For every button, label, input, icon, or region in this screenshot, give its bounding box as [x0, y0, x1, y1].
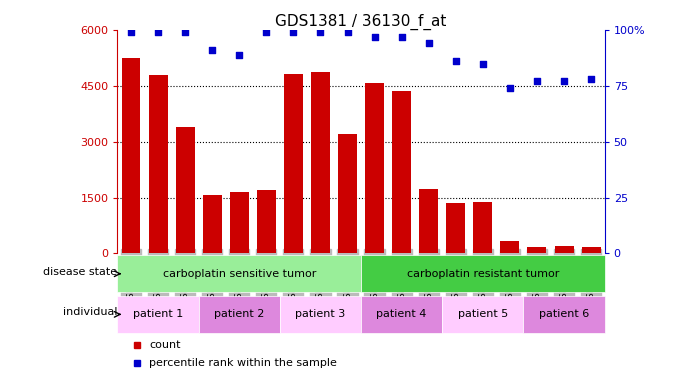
Text: patient 3: patient 3 — [295, 309, 346, 320]
Point — [504, 85, 515, 91]
Point — [234, 52, 245, 58]
Point — [153, 29, 164, 35]
Point — [477, 60, 489, 66]
Point — [423, 40, 434, 46]
Point — [126, 29, 137, 35]
Bar — [117, 255, 361, 292]
Text: percentile rank within the sample: percentile rank within the sample — [149, 358, 337, 368]
Bar — [202, 195, 222, 254]
Bar — [117, 296, 199, 333]
Text: patient 4: patient 4 — [377, 309, 427, 320]
Point — [261, 29, 272, 35]
Bar — [361, 296, 442, 333]
Bar — [257, 190, 276, 254]
Point — [180, 29, 191, 35]
Text: individual: individual — [63, 308, 117, 317]
Text: carboplatin resistant tumor: carboplatin resistant tumor — [406, 269, 559, 279]
Bar — [446, 203, 465, 254]
Point — [207, 47, 218, 53]
Bar — [500, 241, 520, 254]
Bar — [442, 296, 524, 333]
Bar — [230, 192, 249, 254]
Point — [558, 78, 569, 84]
Bar — [419, 189, 438, 254]
Text: disease state: disease state — [44, 267, 117, 277]
Point — [451, 58, 462, 64]
Text: patient 6: patient 6 — [539, 309, 589, 320]
Text: patient 5: patient 5 — [457, 309, 508, 320]
Bar — [176, 127, 195, 254]
Bar — [473, 202, 492, 254]
Text: patient 1: patient 1 — [133, 309, 183, 320]
Text: carboplatin sensitive tumor: carboplatin sensitive tumor — [162, 269, 316, 279]
Title: GDS1381 / 36130_f_at: GDS1381 / 36130_f_at — [275, 14, 447, 30]
Point — [396, 34, 407, 40]
Bar — [361, 255, 605, 292]
Point — [288, 29, 299, 35]
Bar — [199, 296, 280, 333]
Bar — [311, 72, 330, 254]
Bar — [338, 134, 357, 254]
Bar — [122, 58, 140, 254]
Bar — [365, 83, 384, 254]
Point — [369, 34, 380, 40]
Bar — [149, 75, 167, 254]
Text: patient 2: patient 2 — [214, 309, 265, 320]
Text: count: count — [149, 340, 180, 350]
Bar — [555, 246, 574, 254]
Bar — [284, 74, 303, 254]
Point — [315, 29, 326, 35]
Point — [342, 29, 353, 35]
Bar — [392, 91, 411, 254]
Point — [585, 76, 596, 82]
Bar — [524, 296, 605, 333]
Bar — [527, 246, 547, 254]
Bar — [280, 296, 361, 333]
Point — [531, 78, 542, 84]
Bar — [582, 247, 600, 254]
